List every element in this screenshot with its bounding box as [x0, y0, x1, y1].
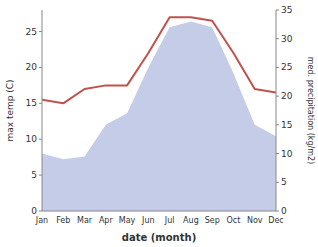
- x-tick-label: Feb: [56, 216, 70, 225]
- y2-tick: [276, 67, 279, 68]
- y-tick: [39, 31, 42, 32]
- x-tick-label: Sep: [205, 216, 220, 225]
- y-tick-label: 0: [31, 206, 37, 216]
- x-tick-label: Mar: [77, 216, 93, 225]
- y-tick: [39, 211, 42, 212]
- y2-tick-label: 35: [281, 5, 292, 15]
- x-tick-label: Dec: [268, 216, 283, 225]
- y2-tick-label: 10: [281, 149, 293, 159]
- x-tick-label: Apr: [99, 216, 114, 225]
- y2-tick-label: 0: [281, 206, 287, 216]
- y2-tick: [276, 38, 279, 39]
- x-tick-label: May: [119, 216, 136, 225]
- y2-tick-label: 5: [281, 177, 287, 187]
- y2-tick: [276, 153, 279, 154]
- x-tick-label: Jun: [141, 216, 155, 225]
- y-tick-label: 15: [26, 98, 37, 108]
- area: [42, 21, 276, 211]
- y2-tick-label: 15: [281, 120, 292, 130]
- x-axis-title: date (month): [122, 232, 196, 243]
- y2-tick-label: 25: [281, 62, 292, 72]
- y2-tick: [276, 182, 279, 183]
- y2-axis-title: med. precipitation (kg/m2): [306, 57, 315, 164]
- y2-tick-label: 30: [281, 34, 293, 44]
- chart: 0 5 10 15 20 25 0 5 10 15 20 25 30 35 Jan Feb Mar Apr May J…: [0, 0, 318, 247]
- y2-tick: [276, 211, 279, 212]
- y-tick: [39, 67, 42, 68]
- y-tick-label: 10: [26, 134, 38, 144]
- x-tick-label: Jul: [164, 216, 175, 225]
- y2-tick: [276, 10, 279, 11]
- x-axis-line: [42, 211, 276, 212]
- y2-tick-label: 20: [281, 91, 293, 101]
- plot-area: [42, 17, 276, 211]
- y-tick: [39, 175, 42, 176]
- y-axis-title: max temp (C): [5, 79, 15, 141]
- y2-tick: [276, 96, 279, 97]
- y-tick-label: 5: [31, 170, 37, 180]
- y-tick: [39, 103, 42, 104]
- line: [42, 17, 276, 103]
- y2-axis-line: [276, 10, 277, 211]
- y-tick-label: 25: [26, 27, 37, 37]
- x-tick-label: Jan: [35, 216, 48, 225]
- y-axis-line: [42, 10, 43, 211]
- x-tick-label: Oct: [227, 216, 241, 225]
- y2-tick: [276, 124, 279, 125]
- y-tick: [39, 139, 42, 140]
- y-tick-label: 20: [26, 62, 38, 72]
- x-tick-label: Aug: [183, 216, 199, 225]
- x-tick-label: Nov: [247, 216, 263, 225]
